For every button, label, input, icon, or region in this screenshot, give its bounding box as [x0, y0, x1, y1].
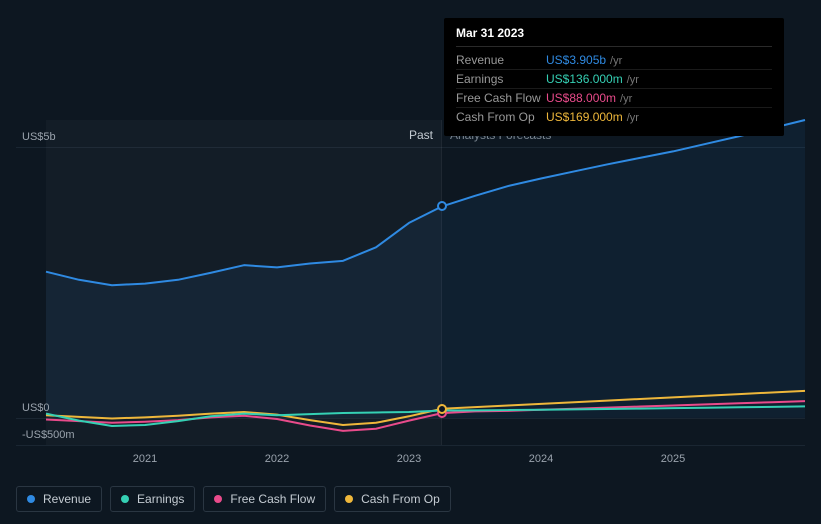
x-axis-label: 2023	[397, 453, 421, 465]
legend-item-cash_from_op[interactable]: Cash From Op	[334, 486, 451, 512]
tooltip-metric-value: US$136.000m	[546, 72, 623, 86]
tooltip-metric-label: Free Cash Flow	[456, 91, 546, 105]
legend-label: Revenue	[43, 492, 91, 506]
legend-label: Cash From Op	[361, 492, 440, 506]
y-axis-label: US$5b	[22, 131, 56, 143]
legend-dot-icon	[121, 495, 129, 503]
tooltip-row: EarningsUS$136.000m/yr	[456, 70, 772, 89]
legend-item-earnings[interactable]: Earnings	[110, 486, 195, 512]
tooltip-metric-label: Revenue	[456, 53, 546, 67]
tooltip-row: RevenueUS$3.905b/yr	[456, 51, 772, 70]
forecast-chart: Past Analysts Forecasts US$5bUS$0-US$500…	[16, 120, 805, 445]
marker-revenue	[437, 201, 447, 211]
chart-legend: Revenue Earnings Free Cash Flow Cash From O…	[16, 486, 451, 512]
tooltip-date: Mar 31 2023	[456, 26, 772, 47]
tooltip-row: Cash From OpUS$169.000m/yr	[456, 108, 772, 126]
chart-plot	[16, 120, 805, 445]
tooltip-row: Free Cash FlowUS$88.000m/yr	[456, 89, 772, 108]
tooltip-metric-value: US$169.000m	[546, 110, 623, 124]
series-area-revenue	[46, 120, 805, 418]
y-axis-label: US$0	[22, 402, 50, 414]
tooltip-metric-label: Cash From Op	[456, 110, 546, 124]
x-axis-label: 2021	[133, 453, 157, 465]
gridline	[16, 445, 805, 446]
legend-dot-icon	[214, 495, 222, 503]
legend-label: Earnings	[137, 492, 184, 506]
tooltip-metric-unit: /yr	[627, 74, 639, 86]
tooltip-metric-unit: /yr	[627, 112, 639, 124]
legend-dot-icon	[345, 495, 353, 503]
tooltip-metric-unit: /yr	[610, 55, 622, 67]
tooltip-metric-label: Earnings	[456, 72, 546, 86]
tooltip-metric-value: US$88.000m	[546, 91, 616, 105]
x-axis-label: 2022	[265, 453, 289, 465]
tooltip-metric-value: US$3.905b	[546, 53, 606, 67]
tooltip-metric-unit: /yr	[620, 93, 632, 105]
legend-label: Free Cash Flow	[230, 492, 315, 506]
chart-tooltip: Mar 31 2023 RevenueUS$3.905b/yrEarningsU…	[444, 18, 784, 136]
x-axis-label: 2024	[529, 453, 553, 465]
marker-cash_from_op	[437, 404, 447, 414]
legend-item-revenue[interactable]: Revenue	[16, 486, 102, 512]
x-axis-label: 2025	[661, 453, 685, 465]
legend-dot-icon	[27, 495, 35, 503]
legend-item-free_cash_flow[interactable]: Free Cash Flow	[203, 486, 326, 512]
y-axis-label: -US$500m	[22, 429, 75, 441]
